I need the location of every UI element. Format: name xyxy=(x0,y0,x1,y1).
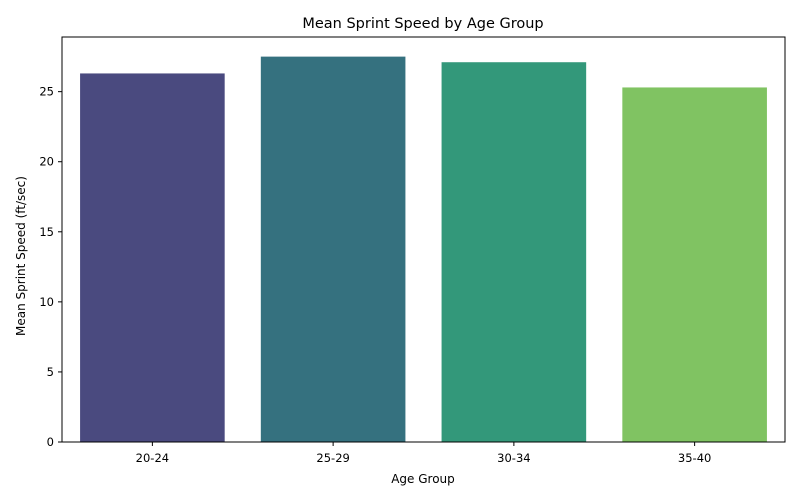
bar-25-29 xyxy=(260,56,406,443)
x-axis-ticks: 20-24 25-29 30-34 35-40 xyxy=(136,442,711,465)
y-axis-label: Mean Sprint Speed (ft/sec) xyxy=(14,176,28,336)
y-tick-label: 15 xyxy=(39,225,54,239)
y-tick-label: 5 xyxy=(47,365,54,379)
plot-frame xyxy=(61,36,786,443)
y-tick-label: 20 xyxy=(39,155,54,169)
bar-35-40 xyxy=(622,87,767,442)
y-tick-label: 0 xyxy=(47,435,54,449)
bar-20-24 xyxy=(80,73,225,442)
x-tick-label: 30-34 xyxy=(497,451,530,465)
bar-30-34 xyxy=(441,62,587,442)
x-tick-label: 25-29 xyxy=(316,451,349,465)
x-axis-label: Age Group xyxy=(391,472,455,486)
y-tick-label: 25 xyxy=(39,85,54,99)
x-tick-label: 35-40 xyxy=(678,451,711,465)
y-tick-label: 10 xyxy=(39,295,54,309)
bars-layer xyxy=(80,56,767,443)
chart-title: Mean Sprint Speed by Age Group xyxy=(302,16,543,32)
y-axis-ticks: 0 5 10 15 20 25 xyxy=(39,85,62,449)
x-tick-label: 20-24 xyxy=(136,451,169,465)
